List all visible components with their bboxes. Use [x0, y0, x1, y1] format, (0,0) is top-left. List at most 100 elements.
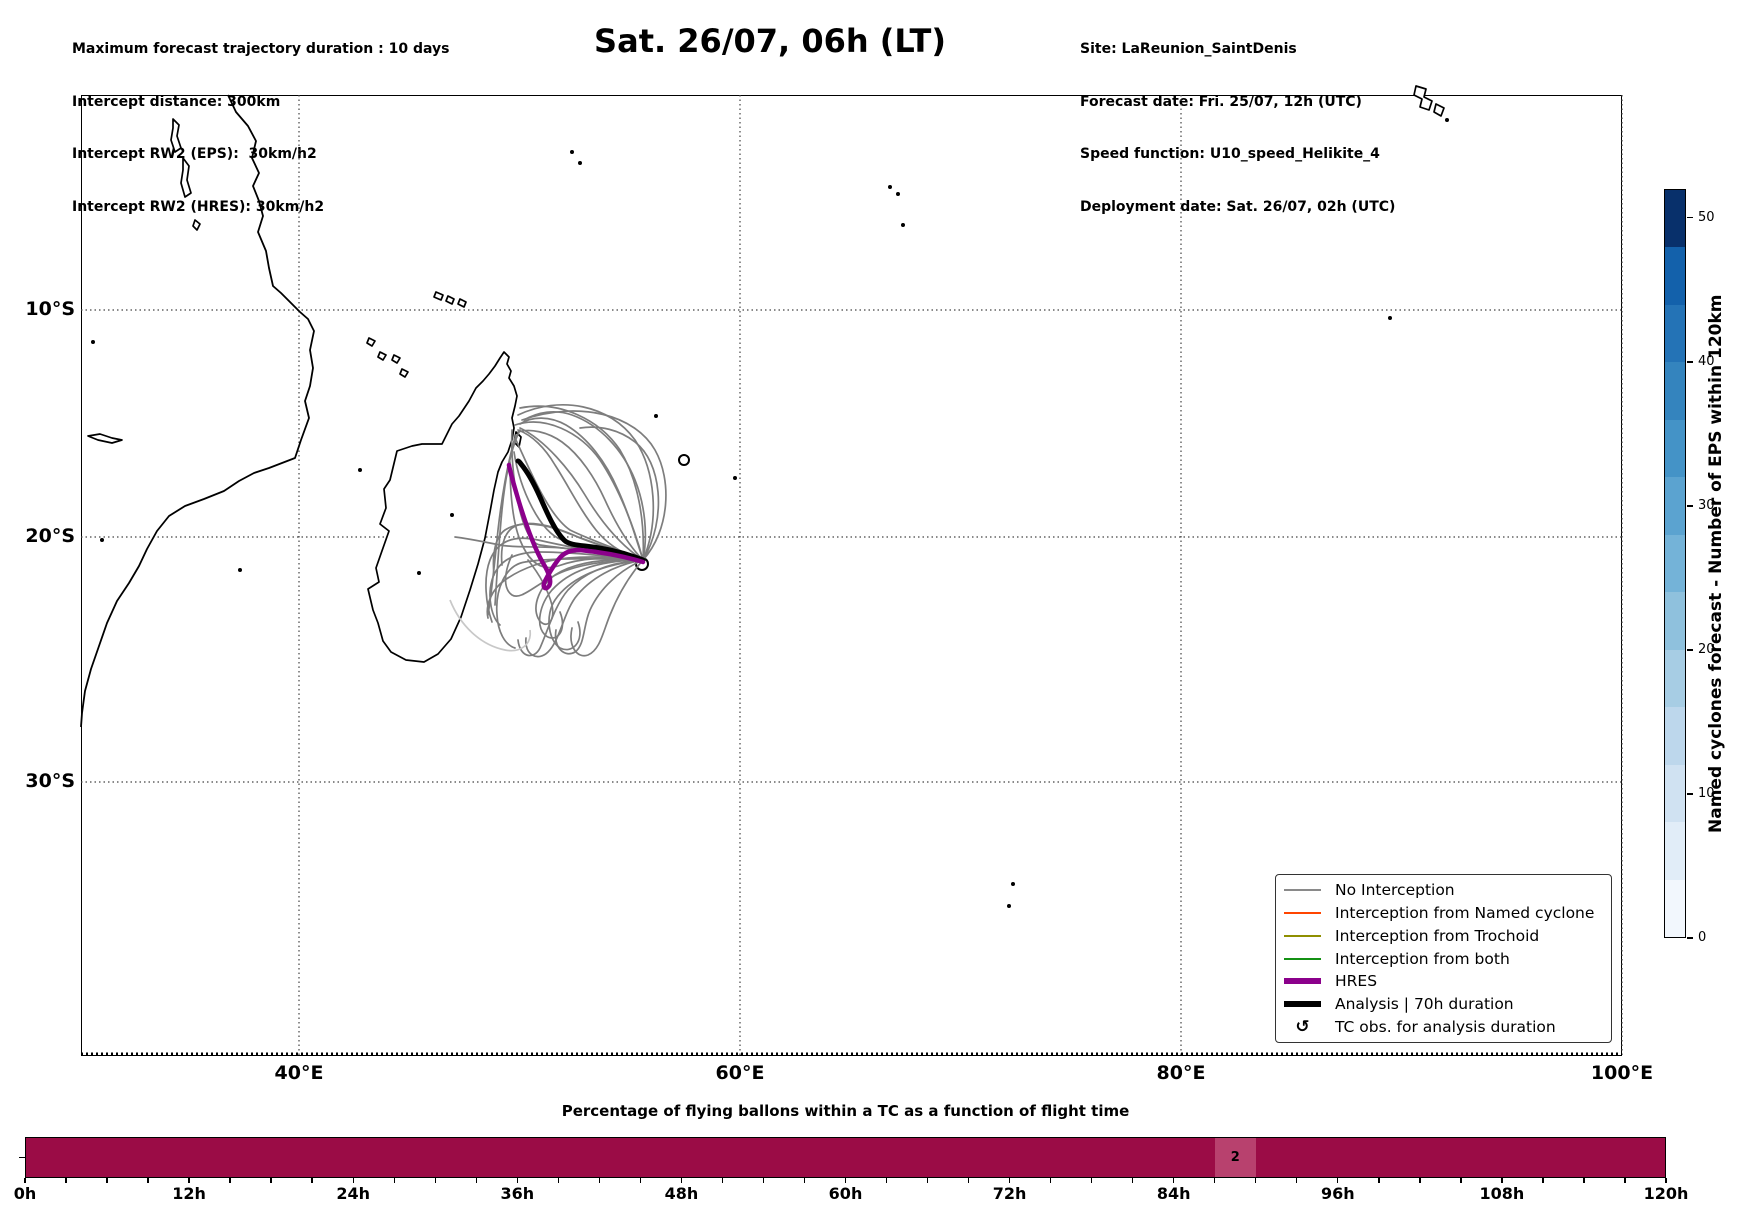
legend-item: Interception from Named cyclone [1284, 902, 1603, 924]
header-left-line: Intercept RW2 (EPS): 30km/h2 [72, 146, 317, 162]
tc-cyclone-symbol-icon: ↺ [1295, 1017, 1310, 1038]
legend-line-swatch [1284, 957, 1321, 960]
header-right-line: Forecast date: Fri. 25/07, 12h (UTC) [1080, 93, 1362, 110]
colorbar-band [1665, 879, 1685, 938]
bar-axis-tick [1255, 1178, 1257, 1183]
coastline-island [87, 433, 123, 444]
legend-item-label: Interception from both [1335, 949, 1510, 968]
bar-axis-tick [270, 1178, 272, 1183]
bar-axis-tick-label: 36h [500, 1184, 535, 1203]
coastline-island [433, 291, 444, 301]
lat-tick-label: 30°S [25, 770, 75, 792]
map-dot [901, 223, 905, 227]
bar-axis-tick [1049, 1178, 1052, 1183]
header-right-line: Site: LaReunion_SaintDenis [1080, 41, 1297, 57]
colorbar-tick-label: 50 [1698, 209, 1715, 225]
legend-item: ↺ TC obs. for analysis duration [1284, 1016, 1603, 1038]
colorbar-tick [1687, 793, 1693, 795]
legend-line-swatch [1284, 1001, 1321, 1008]
map-dot [100, 538, 104, 542]
colorbar-band [1665, 649, 1685, 708]
bar-axis-tick [967, 1178, 970, 1183]
bar-axis-tick-label: 0h [13, 1184, 37, 1203]
legend-item-label: Analysis | 70h duration [1335, 995, 1514, 1014]
colorbar-band [1665, 362, 1685, 420]
map-dot [733, 476, 737, 480]
bar-axis-tick-label: 120h [1643, 1184, 1689, 1203]
colorbar-tick [1687, 505, 1693, 507]
bar-axis-tick [803, 1178, 806, 1183]
legend-item-label: HRES [1335, 972, 1378, 991]
colorbar-tick-label: 40 [1698, 353, 1715, 369]
legend-line-swatch [1284, 911, 1321, 914]
bar-axis-tick [65, 1178, 67, 1183]
trajectory-ensemble [504, 554, 644, 597]
legend-item-label: Interception from Named cyclone [1335, 903, 1595, 922]
legend-line-swatch [1284, 934, 1321, 937]
colorbar-tick-label: 10 [1698, 785, 1715, 801]
colorbar-tick-label: 20 [1698, 641, 1715, 657]
colorbar-title: Named cyclones forecast - Number of EPS … [1706, 294, 1726, 833]
map-dot [896, 192, 900, 196]
bar-axis-tick-label: 108h [1479, 1184, 1525, 1203]
bar-axis-tick [229, 1178, 231, 1183]
bottom-chart-y-tick [19, 1157, 25, 1159]
map-dot [1445, 118, 1449, 122]
map-dot [358, 468, 362, 472]
trajectory-ensemble [519, 417, 644, 561]
coastline-island [377, 351, 387, 361]
legend-item: Analysis | 70h duration [1284, 993, 1603, 1015]
bar-axis-tick [1665, 1178, 1667, 1183]
bar-axis-tick [393, 1178, 395, 1183]
bar-highlight-cell: 2 [1214, 1138, 1256, 1177]
coastline-island [180, 157, 192, 198]
lon-tick-label: 100°E [1590, 1062, 1654, 1084]
colorbar-band [1665, 534, 1685, 593]
header-left-line: Intercept distance: 300km [72, 93, 281, 110]
coastline-island [1433, 103, 1445, 117]
map-dot [238, 568, 242, 572]
lon-tick-label: 60°E [715, 1062, 765, 1084]
bar-axis-tick [1501, 1178, 1503, 1183]
map-dot [578, 161, 582, 165]
coastline-island [391, 354, 401, 364]
bar-axis-tick-label: 96h [1320, 1184, 1355, 1203]
bottom-bar-chart: 2 [25, 1137, 1666, 1178]
map-dot [91, 340, 95, 344]
bar-axis-tick [885, 1178, 888, 1183]
bar-axis-tick [516, 1178, 518, 1183]
map-dot [417, 571, 421, 575]
header-left-line: Maximum forecast trajectory duration : 1… [72, 41, 450, 57]
trajectory-hres [506, 462, 646, 591]
coastline-island [1413, 85, 1433, 111]
bar-axis-tick [1131, 1178, 1134, 1183]
legend-line-swatch [1284, 978, 1321, 985]
bar-axis-tick [352, 1178, 354, 1183]
bar-axis-tick [1583, 1178, 1585, 1183]
trajectory-ensemble [517, 429, 644, 561]
trajectory-analysis [515, 458, 646, 563]
trajectory-ensemble [487, 434, 517, 616]
bar-axis-tick [147, 1178, 149, 1183]
header-right-line: Deployment date: Sat. 26/07, 02h (UTC) [1080, 198, 1396, 215]
legend-item: Interception from both [1284, 948, 1603, 970]
trajectory-ensemble [517, 429, 644, 561]
map-dot [1388, 316, 1392, 320]
bar-axis-tick [1378, 1178, 1380, 1183]
bar-axis-tick-label: 12h [172, 1184, 206, 1203]
bar-axis-tick [1337, 1178, 1339, 1183]
bar-axis-tick [598, 1178, 601, 1183]
legend-line-swatch [1284, 888, 1321, 891]
colorbar-tick-label: 0 [1698, 930, 1707, 945]
legend-item-label: No Interception [1335, 880, 1455, 899]
legend-item-label: Interception from Trochoid [1335, 926, 1540, 945]
bar-axis-tick-label: 48h [664, 1184, 699, 1203]
bar-axis-tick [639, 1178, 642, 1183]
legend-item-label: TC obs. for analysis duration [1335, 1018, 1556, 1037]
bar-axis-tick [844, 1178, 847, 1183]
trajectory-ensemble-faded [449, 599, 531, 652]
legend-item: Interception from Trochoid [1284, 925, 1603, 947]
legend-item: HRES [1284, 970, 1603, 992]
colorbar-band [1665, 764, 1685, 823]
bar-axis-tick-label: 72h [992, 1184, 1027, 1203]
